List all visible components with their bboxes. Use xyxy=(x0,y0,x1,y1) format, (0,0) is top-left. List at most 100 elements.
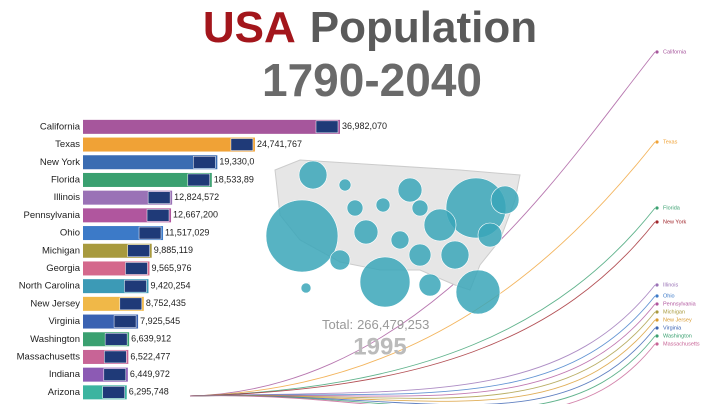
value-label: 18,533,89 xyxy=(214,174,254,184)
flag xyxy=(103,368,127,381)
line-label: Texas xyxy=(663,139,678,145)
category-label: California xyxy=(40,121,81,132)
line-end xyxy=(655,326,659,330)
bubble xyxy=(411,199,429,217)
flag xyxy=(102,386,126,399)
bar xyxy=(83,119,340,134)
flag xyxy=(127,244,150,257)
line-end xyxy=(655,283,659,287)
flag xyxy=(124,279,147,293)
line-label: Florida xyxy=(663,205,681,211)
total-value: 266,479,253 xyxy=(357,317,429,332)
bubble xyxy=(423,208,457,242)
line-label: California xyxy=(663,49,687,55)
bubble xyxy=(408,243,432,267)
flag xyxy=(315,120,339,134)
bubble xyxy=(477,222,503,248)
year: 1995 xyxy=(353,333,406,360)
map-bubbles xyxy=(265,160,520,315)
value-label: 7,925,545 xyxy=(140,316,180,326)
bubble xyxy=(390,230,410,250)
bubble xyxy=(418,273,442,297)
bar xyxy=(83,137,255,152)
bubble xyxy=(298,160,328,190)
value-label: 24,741,767 xyxy=(257,139,302,149)
bubble xyxy=(300,282,312,294)
title-main: Population xyxy=(310,3,537,52)
line-end xyxy=(655,310,659,314)
line-end xyxy=(655,140,659,144)
bar xyxy=(83,172,212,187)
bubble xyxy=(375,197,391,213)
bubble xyxy=(397,177,423,203)
line-label: Michigan xyxy=(663,309,685,315)
flag xyxy=(138,226,162,240)
flag xyxy=(104,350,127,364)
value-label: 9,885,119 xyxy=(154,245,193,255)
bubble xyxy=(265,199,339,273)
line-label: Pennsylvania xyxy=(663,301,697,307)
trend-line xyxy=(189,221,656,397)
trend-lines: California Texas Florida New York Illinois Oh… xyxy=(189,49,700,404)
bubble xyxy=(359,256,411,308)
line-end xyxy=(655,302,659,306)
subtitle: 1790-2040 xyxy=(262,54,482,106)
category-label: Washington xyxy=(30,334,80,345)
category-label: Ohio xyxy=(60,228,80,239)
category-label: Texas xyxy=(55,139,80,150)
line-label: Illinois xyxy=(663,282,679,288)
bubble xyxy=(440,240,470,270)
map xyxy=(265,159,521,315)
value-label: 9,565,976 xyxy=(151,263,191,273)
flag xyxy=(147,191,171,204)
bubble xyxy=(346,199,364,217)
value-label: 8,752,435 xyxy=(146,298,186,308)
line-end xyxy=(655,334,659,338)
value-label: 9,420,254 xyxy=(150,281,190,291)
value-label: 6,295,748 xyxy=(129,387,169,397)
trend-line xyxy=(189,343,656,404)
chart-title: USA Population xyxy=(203,3,537,52)
bubble xyxy=(329,249,351,271)
line-label: New York xyxy=(663,219,686,225)
category-label: Florida xyxy=(51,174,81,185)
bar xyxy=(83,155,218,170)
title-accent: USA xyxy=(203,3,296,52)
flag xyxy=(125,262,148,275)
value-label: 6,449,972 xyxy=(130,369,170,379)
trend-line xyxy=(189,295,656,397)
trend-line xyxy=(189,311,656,399)
value-label: 19,330,0 xyxy=(219,157,254,167)
line-end xyxy=(655,294,659,298)
bubble xyxy=(353,219,379,245)
flag xyxy=(104,333,128,346)
line-label: Massachusetts xyxy=(663,341,700,347)
value-label: 11,517,029 xyxy=(165,227,209,237)
value-label: 12,824,572 xyxy=(174,192,219,202)
category-label: Arizona xyxy=(48,387,81,398)
line-label: Virginia xyxy=(663,325,682,331)
trend-line xyxy=(189,284,656,397)
bubble xyxy=(338,178,352,192)
line-end xyxy=(655,50,659,54)
category-label: New Jersey xyxy=(30,298,80,309)
bubble xyxy=(455,269,501,315)
line-label: Washington xyxy=(663,333,692,339)
category-label: Virginia xyxy=(48,316,80,327)
line-end xyxy=(655,206,659,210)
line-end xyxy=(655,342,659,346)
value-label: 12,667,200 xyxy=(173,210,218,220)
category-label: Indiana xyxy=(49,369,81,380)
bubble xyxy=(490,185,520,215)
total-label: Total: xyxy=(322,317,353,332)
total: Total: 266,479,253 xyxy=(322,317,429,332)
trend-line xyxy=(189,303,656,397)
category-label: Massachusetts xyxy=(17,351,81,362)
flag xyxy=(230,138,254,151)
line-end xyxy=(655,220,659,224)
category-label: Pennsylvania xyxy=(23,210,80,221)
category-label: New York xyxy=(40,157,80,168)
line-label: Ohio xyxy=(663,293,675,299)
line-end xyxy=(655,318,659,322)
